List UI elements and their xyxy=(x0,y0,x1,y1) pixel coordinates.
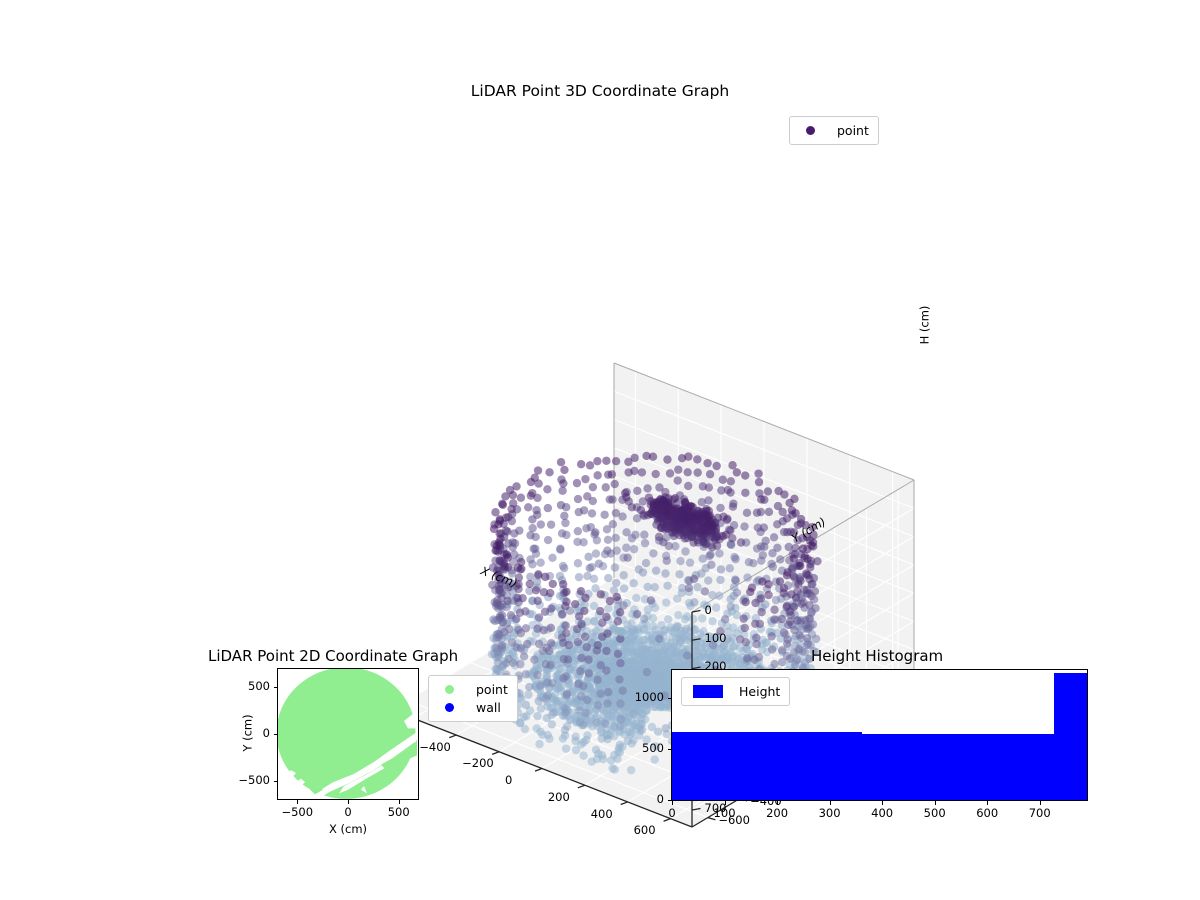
x-tick-label: 600 xyxy=(976,806,999,820)
histogram-title: Height Histogram xyxy=(811,647,944,665)
x-tick-label: 0 xyxy=(344,805,352,819)
tick-mark xyxy=(777,801,779,805)
x-tick-label: 100 xyxy=(713,806,736,820)
y-tick-label: 1000 xyxy=(634,690,664,705)
tick-mark xyxy=(273,781,277,783)
tick-mark xyxy=(882,801,884,805)
legend-label: Height xyxy=(739,683,781,699)
x-tick-label: 600 xyxy=(633,823,656,838)
legend-item-wall: wall xyxy=(438,698,508,716)
z-tick-label: 700 xyxy=(704,800,727,815)
legend-label: point xyxy=(476,681,508,697)
z-axis-label: H (cm) xyxy=(917,305,932,345)
y-tick-label: −500 xyxy=(238,773,270,788)
x-tick-label: 500 xyxy=(387,805,410,819)
tick-mark xyxy=(297,800,299,804)
tick-mark xyxy=(348,800,349,804)
histogram-legend: Height xyxy=(681,677,791,706)
y-tick-label: −600 xyxy=(718,812,750,827)
tick-mark xyxy=(934,801,936,805)
x-tick-label: 0 xyxy=(505,773,513,788)
z-tick-label: 0 xyxy=(704,602,712,617)
tick-mark xyxy=(829,801,831,805)
wall-marker-icon xyxy=(445,702,454,712)
x-tick-label: 400 xyxy=(871,806,894,820)
plot3d-title: LiDAR Point 3D Coordinate Graph xyxy=(470,82,730,100)
plot3d-legend: point xyxy=(789,116,879,145)
y-tick-label: 500 xyxy=(248,678,270,693)
legend-item-point: point xyxy=(799,121,869,139)
histogram-bar xyxy=(672,732,863,800)
x-tick-label: −200 xyxy=(462,756,494,771)
legend-item-height: Height xyxy=(691,682,780,700)
tick-mark xyxy=(667,698,671,700)
x-tick-label: 300 xyxy=(818,806,841,820)
x-tick-label: 200 xyxy=(766,806,789,820)
histogram-bar xyxy=(1053,673,1087,800)
plot2d-legend: point wall xyxy=(428,675,518,722)
tick-mark xyxy=(273,734,277,735)
legend-item-point: point xyxy=(438,680,508,698)
point-marker-icon xyxy=(806,125,815,135)
plot3d-axes[interactable] xyxy=(330,140,930,828)
tick-mark xyxy=(667,800,671,801)
y-tick-label: 0 xyxy=(262,726,270,740)
x-tick-label: 200 xyxy=(547,789,570,804)
tick-mark xyxy=(724,801,726,805)
tick-mark xyxy=(987,801,989,805)
tick-mark xyxy=(1039,801,1041,805)
tick-mark xyxy=(273,686,277,688)
tick-mark xyxy=(672,801,673,805)
histogram-bar xyxy=(862,733,1054,800)
y-tick-label: 0 xyxy=(656,792,664,806)
legend-label: wall xyxy=(476,699,501,715)
y-tick-label: 500 xyxy=(642,741,664,756)
z-tick-label: 100 xyxy=(704,630,727,645)
plot2d-title: LiDAR Point 2D Coordinate Graph xyxy=(208,647,459,665)
x-tick-label: 500 xyxy=(923,806,946,820)
y-axis-label: Y (cm) xyxy=(240,714,255,752)
legend-label: point xyxy=(837,122,869,138)
x-tick-label: 0 xyxy=(668,806,676,820)
tick-mark xyxy=(667,749,671,751)
plot2d-axes[interactable] xyxy=(277,668,419,800)
x-tick-label: −400 xyxy=(419,739,451,754)
x-tick-label: −500 xyxy=(281,805,314,819)
tick-mark xyxy=(398,800,400,804)
point-marker-icon xyxy=(445,684,454,694)
x-tick-label: 700 xyxy=(1028,806,1051,820)
height-patch-icon xyxy=(693,684,723,698)
x-tick-label: 400 xyxy=(590,806,613,821)
x-axis-label: X (cm) xyxy=(328,822,368,836)
histogram-axes[interactable] xyxy=(671,669,1088,801)
